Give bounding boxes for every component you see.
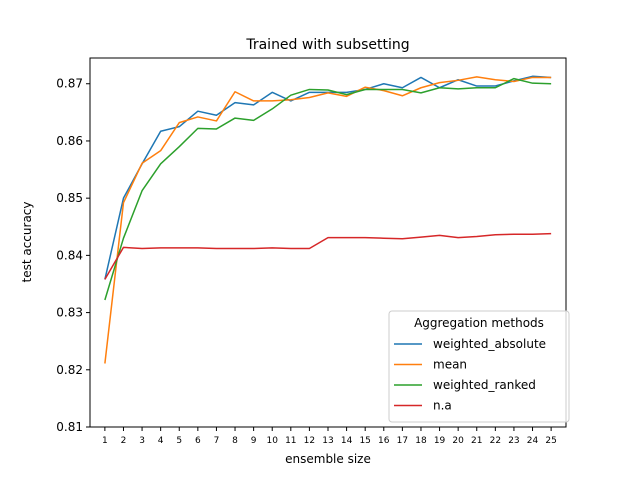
x-tick-label: 21 bbox=[471, 436, 482, 446]
legend-label-weighted_ranked: weighted_ranked bbox=[433, 378, 536, 392]
legend-box bbox=[388, 310, 570, 423]
x-axis-label: ensemble size bbox=[285, 452, 371, 466]
legend-title: Aggregation methods bbox=[414, 316, 544, 330]
x-tick-label: 20 bbox=[452, 436, 464, 446]
x-tick-label: 11 bbox=[285, 436, 296, 446]
x-tick-label: 3 bbox=[139, 436, 145, 446]
x-tick-label: 13 bbox=[322, 436, 333, 446]
y-tick-label: 0.85 bbox=[56, 191, 83, 205]
y-tick-label: 0.84 bbox=[56, 248, 83, 262]
y-tick-label: 0.83 bbox=[56, 306, 83, 320]
legend: Aggregation methods weighted_absolutemea… bbox=[388, 310, 570, 423]
y-tick-label: 0.86 bbox=[56, 134, 83, 148]
x-tick-label: 1 bbox=[102, 436, 108, 446]
x-tick-label: 23 bbox=[508, 436, 519, 446]
x-tick-label: 10 bbox=[266, 436, 278, 446]
y-tick-label: 0.87 bbox=[56, 77, 83, 91]
x-tick-label: 6 bbox=[195, 436, 201, 446]
x-tick-label: 2 bbox=[121, 436, 127, 446]
x-tick-label: 22 bbox=[490, 436, 501, 446]
chart-title: Trained with subsetting bbox=[245, 37, 409, 53]
x-tick-label: 25 bbox=[545, 436, 556, 446]
x-tick-label: 8 bbox=[232, 436, 238, 446]
x-tick-label: 18 bbox=[415, 436, 427, 446]
x-tick-label: 19 bbox=[434, 436, 446, 446]
x-tick-label: 15 bbox=[359, 436, 370, 446]
x-tick-label: 12 bbox=[304, 436, 315, 446]
x-tick-label: 14 bbox=[341, 436, 353, 446]
x-tick-label: 16 bbox=[378, 436, 390, 446]
legend-label-weighted_absolute: weighted_absolute bbox=[433, 337, 546, 351]
y-axis-label: test accuracy bbox=[20, 202, 34, 283]
x-tick-label: 24 bbox=[527, 436, 539, 446]
x-tick-label: 4 bbox=[158, 436, 164, 446]
legend-label-n.a: n.a bbox=[433, 399, 452, 413]
x-tick-label: 5 bbox=[176, 436, 182, 446]
x-tick-label: 7 bbox=[214, 436, 220, 446]
y-tick-label: 0.82 bbox=[56, 363, 83, 377]
x-tick-label: 17 bbox=[397, 436, 408, 446]
x-tick-label: 9 bbox=[251, 436, 257, 446]
legend-label-mean: mean bbox=[433, 358, 467, 372]
y-tick-label: 0.81 bbox=[56, 420, 83, 434]
